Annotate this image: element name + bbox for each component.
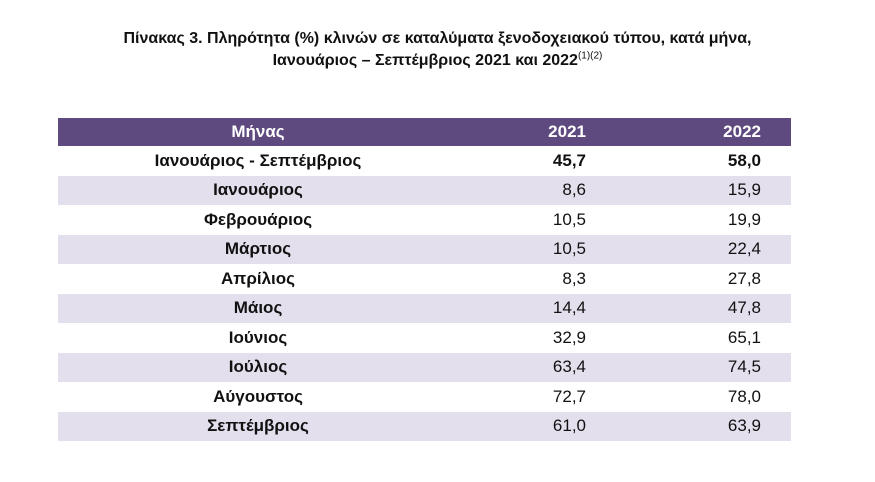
table-row: Ιούνιος 32,9 65,1 xyxy=(58,323,791,353)
header-year-2022: 2022 xyxy=(723,122,761,141)
table-title-line2-text: Ιανουάριος – Σεπτέμβριος 2021 και 2022 xyxy=(272,52,578,69)
row-month: Μάρτιος xyxy=(224,239,292,259)
row-value-2021: 14,4 xyxy=(552,298,586,318)
row-month: Ιούνιος xyxy=(228,327,288,347)
row-month: Σεπτέμβριος xyxy=(207,416,309,436)
row-month: Απρίλιος xyxy=(221,268,295,288)
row-value-2021: 61,0 xyxy=(552,416,586,436)
row-month: Ιανουάριος - Σεπτέμβριος xyxy=(154,150,362,170)
table-row: Φεβρουάριος 10,5 19,9 xyxy=(58,205,791,235)
table-title-line1: Πίνακας 3. Πληρότητα (%) κλινών σε καταλ… xyxy=(123,30,752,47)
table-row: Ιανουάριος 8,6 15,9 xyxy=(58,175,791,205)
row-value-2022: 65,1 xyxy=(727,327,761,347)
table-row: Μάρτιος 10,5 22,4 xyxy=(58,234,791,264)
table-title: Πίνακας 3. Πληρότητα (%) κλινών σε καταλ… xyxy=(0,28,875,72)
row-value-2022: 74,5 xyxy=(727,357,761,377)
row-value-2021: 8,6 xyxy=(562,180,586,200)
table-row: Σεπτέμβριος 61,0 63,9 xyxy=(58,411,791,441)
row-month: Ιανουάριος xyxy=(213,180,303,200)
header-year-2021: 2021 xyxy=(548,122,586,141)
row-value-2022: 78,0 xyxy=(727,386,761,406)
row-value-2021: 8,3 xyxy=(562,268,586,288)
occupancy-table: Μήνας 2021 2022 Ιανουάριος - Σεπτέμβριος… xyxy=(58,118,791,441)
table-title-footnote: (1)(2) xyxy=(577,50,603,62)
table-row: Απρίλιος 8,3 27,8 xyxy=(58,264,791,294)
table-row-total: Ιανουάριος - Σεπτέμβριος 45,7 58,0 xyxy=(58,146,791,176)
table-row: Ιούλιος 63,4 74,5 xyxy=(58,352,791,382)
row-value-2021: 45,7 xyxy=(552,150,586,170)
row-value-2021: 32,9 xyxy=(552,327,586,347)
table-header-row: Μήνας 2021 2022 xyxy=(58,118,791,146)
row-value-2022: 58,0 xyxy=(727,150,761,170)
row-month: Μάιος xyxy=(233,298,283,318)
row-value-2021: 63,4 xyxy=(552,357,586,377)
row-value-2022: 47,8 xyxy=(727,298,761,318)
row-value-2022: 27,8 xyxy=(727,268,761,288)
row-value-2021: 10,5 xyxy=(552,209,586,229)
table-row: Μάιος 14,4 47,8 xyxy=(58,293,791,323)
row-value-2022: 63,9 xyxy=(727,416,761,436)
row-value-2021: 10,5 xyxy=(552,239,586,259)
row-value-2022: 15,9 xyxy=(727,180,761,200)
row-month: Ιούλιος xyxy=(228,357,288,377)
row-value-2022: 19,9 xyxy=(727,209,761,229)
row-month: Αύγουστος xyxy=(213,386,303,406)
row-value-2021: 72,7 xyxy=(552,386,586,406)
row-value-2022: 22,4 xyxy=(727,239,761,259)
row-month: Φεβρουάριος xyxy=(203,209,313,229)
table-row: Αύγουστος 72,7 78,0 xyxy=(58,382,791,412)
table-title-line2: Ιανουάριος – Σεπτέμβριος 2021 και 2022(1… xyxy=(0,50,875,72)
header-month: Μήνας xyxy=(231,122,285,141)
